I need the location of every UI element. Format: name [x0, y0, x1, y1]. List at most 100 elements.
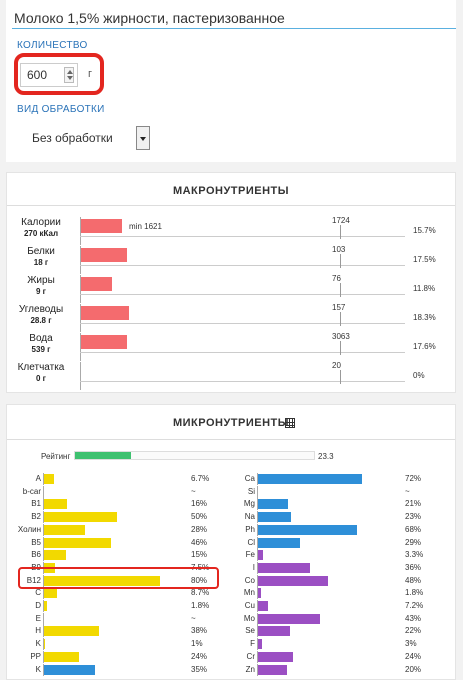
vitamins-bar	[44, 512, 117, 523]
macro-baseline	[80, 265, 405, 266]
macro-name: Белки	[27, 246, 55, 257]
vitamins-name: PP	[30, 651, 41, 661]
vitamins-name: D	[35, 601, 41, 610]
minerals-name: Na	[244, 512, 255, 522]
macro-norm-value: 3063	[332, 332, 350, 341]
vitamins-axis	[43, 600, 44, 612]
minerals-percent: 23%	[405, 512, 422, 522]
macro-percent: 17.6%	[413, 342, 436, 351]
minerals-percent: 48%	[405, 575, 422, 585]
vitamins-percent: 8.7%	[191, 588, 210, 598]
vitamins-axis	[43, 523, 44, 536]
quantity-input[interactable]: 600	[20, 63, 78, 87]
minerals-percent: 20%	[405, 664, 422, 674]
minerals-name: Cl	[247, 537, 255, 547]
vitamins-name: K	[35, 639, 41, 649]
minerals-axis	[257, 511, 258, 524]
vitamins-axis	[43, 650, 44, 663]
vitamins-percent: 38%	[191, 626, 208, 636]
macro-bar	[81, 248, 127, 262]
vitamins-percent: 1.8%	[191, 601, 210, 610]
minerals-axis	[257, 600, 258, 612]
macro-row: Углеводы 28.8 г 157 18.3%	[7, 303, 457, 332]
macro-norm-tick	[340, 283, 341, 297]
processing-select[interactable]: Без обработки	[24, 126, 150, 150]
vitamins-axis	[43, 511, 44, 524]
vitamins-name: B1	[31, 499, 41, 509]
macro-amount: 0 г	[35, 374, 46, 383]
macro-row: Жиры 9 г 76 11.8%	[7, 274, 457, 303]
macro-norm-value: 157	[332, 303, 346, 312]
macro-min-label: min 1621	[129, 222, 162, 231]
minerals-name: Mg	[243, 499, 255, 509]
rating-label: Рейтинг	[41, 452, 71, 461]
macro-axis	[80, 246, 81, 274]
vitamins-percent: 28%	[191, 524, 208, 534]
minerals-axis	[257, 650, 258, 663]
macro-row: Клетчатка 0 г 20 0%	[7, 361, 457, 390]
macro-norm-value: 103	[332, 245, 346, 254]
vitamins-name: C	[35, 588, 41, 598]
macro-amount: 18 г	[33, 258, 49, 267]
minerals-row: Mo 43%	[7, 612, 457, 625]
macro-baseline	[80, 294, 405, 295]
vitamins-bar	[44, 575, 160, 586]
vitamins-percent: 35%	[191, 664, 208, 674]
vitamins-bar	[44, 524, 85, 535]
table-view-icon[interactable]	[285, 418, 295, 428]
macro-bar	[81, 277, 112, 291]
macro-percent: 0%	[413, 371, 425, 380]
vitamins-axis	[43, 587, 44, 600]
minerals-percent: 3%	[405, 639, 417, 649]
minerals-axis	[257, 663, 258, 676]
minerals-percent: 29%	[405, 537, 422, 547]
vitamins-axis	[43, 485, 44, 498]
macro-name: Клетчатка	[17, 362, 65, 373]
vitamins-percent: 1%	[191, 639, 203, 649]
minerals-percent: 36%	[405, 562, 422, 572]
minerals-row: Co 48%	[7, 574, 457, 587]
vitamins-row: C 8.7%	[7, 587, 457, 600]
vitamins-row: B1 16%	[7, 498, 457, 511]
minerals-percent: 72%	[405, 474, 422, 483]
vitamins-axis	[43, 536, 44, 549]
vitamins-percent: 24%	[191, 651, 208, 661]
vitamins-axis	[43, 498, 44, 511]
vitamins-name: b-car	[22, 486, 41, 496]
vitamins-bar	[44, 626, 99, 637]
vitamins-axis	[43, 612, 44, 625]
minerals-bar	[258, 550, 263, 561]
macro-percent: 15.7%	[413, 226, 436, 235]
vitamins-name: A	[35, 474, 41, 483]
minerals-row: Si ~	[7, 485, 457, 498]
macro-percent: 11.8%	[413, 284, 436, 293]
minerals-axis	[257, 523, 258, 536]
minerals-row: Mg 21%	[7, 498, 457, 511]
quantity-spinner-icon[interactable]	[64, 67, 74, 83]
minerals-name: Mn	[243, 588, 255, 598]
minerals-row: Ph 68%	[7, 523, 457, 536]
minerals-name: F	[250, 639, 255, 649]
rating-bar	[74, 451, 315, 460]
vitamins-row: Холин 28%	[7, 523, 457, 536]
vitamins-row: b-car ~	[7, 485, 457, 498]
minerals-name: Fe	[245, 550, 255, 560]
vitamins-percent: 6.7%	[191, 474, 210, 483]
minerals-axis	[257, 473, 258, 485]
macro-norm-tick	[340, 225, 341, 239]
vitamins-percent: 46%	[191, 537, 208, 547]
macro-norm-value: 20	[332, 361, 341, 370]
rating-bar-fill	[75, 452, 131, 459]
minerals-row: Fe 3.3%	[7, 549, 457, 562]
minerals-axis	[257, 561, 258, 574]
minerals-name: Co	[244, 575, 255, 585]
macro-percent: 17.5%	[413, 255, 436, 264]
minerals-row: Se 22%	[7, 625, 457, 638]
minerals-percent: 24%	[405, 651, 422, 661]
vitamins-name: Холин	[17, 524, 41, 534]
minerals-axis	[257, 485, 258, 498]
macro-bar	[81, 219, 122, 233]
minerals-percent: 3.3%	[405, 550, 424, 560]
chevron-down-icon[interactable]	[136, 126, 150, 150]
vitamins-axis	[43, 638, 44, 651]
